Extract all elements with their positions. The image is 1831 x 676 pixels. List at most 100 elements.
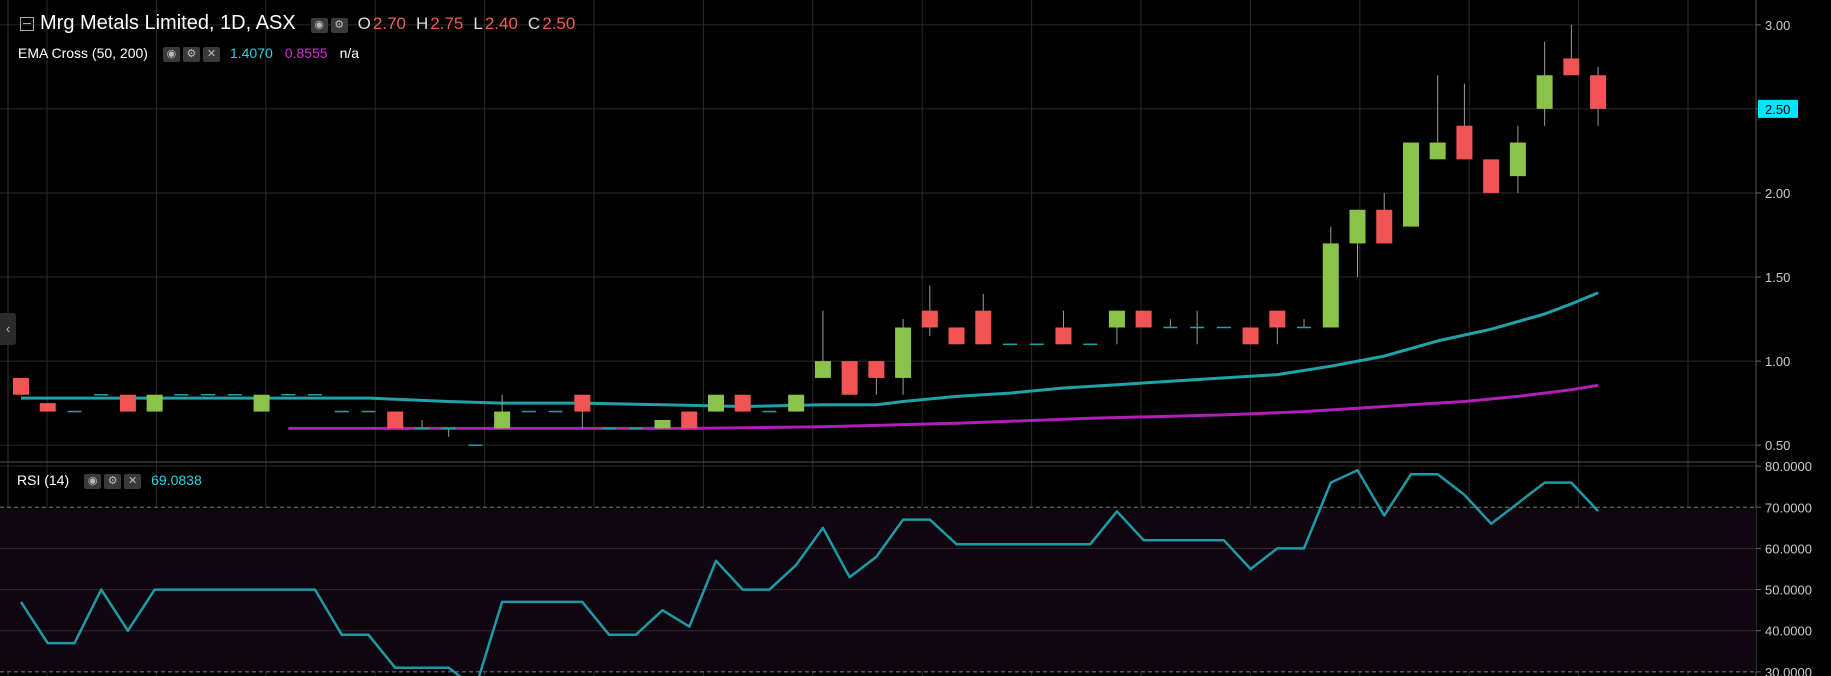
ema-na-value: n/a [339,45,360,61]
rsi-pane-grid [0,465,1756,673]
price-pane-grid [0,0,1757,676]
candle-body [39,403,56,412]
candle-body [1269,310,1286,328]
candle-body [387,411,404,429]
candle-body [1456,125,1473,160]
ema-legend: EMA Cross (50, 200) ◉ ⚙ ✕ 1.4070 0.8555 n/… [18,44,359,62]
candle-body [681,411,698,429]
collapse-icon[interactable] [20,16,34,31]
ema200-line [288,383,1599,430]
price-tick-label: 1.00 [1765,354,1790,369]
rsi-tick-label: 30.0000 [1765,665,1812,676]
candle [146,394,163,412]
candle-body [1483,159,1500,193]
rsi-layer [19,468,1600,676]
symbol-legend: Mrg Metals Limited, 1D, ASX ◉ ⚙ O 2.70 H 2.… [20,12,575,35]
last-price-tag [1758,99,1798,118]
ema50-layer [21,291,1599,408]
rsi-value: 69.0838 [151,472,202,488]
rsi-tick-label: 40.0000 [1765,624,1812,639]
candle [921,285,938,336]
candle [1135,310,1152,328]
candle [868,361,885,395]
ema200-layer [288,383,1599,430]
candle-body [1242,327,1259,345]
ema200-value: 0.8555 [284,45,328,61]
candle [253,394,270,412]
candle [119,394,136,412]
candle [1055,310,1072,345]
candle-body [1108,310,1125,328]
candle [975,293,992,345]
eye-icon[interactable]: ◉ [162,47,180,62]
candle-body [13,377,29,395]
candle-body [1055,327,1072,345]
candle-body [253,394,270,412]
candle-body [868,361,885,378]
side-panel-toggle[interactable]: ‹ [0,313,16,345]
candle [387,411,404,429]
candle-body [654,419,671,429]
candle-body [788,394,805,412]
candle-body [1322,243,1339,328]
candle [1402,142,1419,227]
rsi-axis[interactable]: 80.0000 70.0000 60.0000 50.0000 40.0000 30.00… [1756,459,1812,676]
candle-body [975,310,992,345]
candle [1590,66,1607,126]
rsi-tick-label: 80.0000 [1765,459,1812,474]
rsi-tick-label: 70.0000 [1765,500,1812,515]
candle [788,394,805,412]
candle [1269,310,1286,345]
ema50-value: 1.4070 [229,45,273,61]
candle [39,403,56,412]
candle [814,310,831,378]
rsi-tick-label: 60.0000 [1765,541,1812,556]
candle-body [814,361,831,378]
candle-body [1509,142,1526,177]
gear-icon[interactable]: ⚙ [104,474,122,489]
candle [681,411,698,429]
candle [1376,192,1393,244]
rsi-line [19,468,1600,676]
candle-body [921,310,938,328]
candle-body [895,327,912,378]
open-key: O [357,13,371,33]
candle [1509,125,1526,193]
candle [1349,209,1366,278]
close-icon[interactable]: ✕ [202,47,220,62]
low-key: L [473,13,483,33]
gear-icon[interactable]: ⚙ [182,47,200,62]
candle-body [494,411,511,429]
candle-body [574,394,591,412]
candle [707,394,724,412]
rsi-legend: RSI (14) ◉ ⚙ ✕ 69.0838 [17,471,202,489]
candle [1563,24,1580,76]
candle-body [146,394,163,412]
candle-body [1536,75,1553,109]
candle [1536,41,1553,126]
candles-layer [13,24,1607,446]
candle [1429,75,1446,160]
candle-body [1590,75,1607,109]
candle-body [1402,142,1419,227]
last-price-label: 2.50 [1765,102,1790,117]
gear-icon[interactable]: ⚙ [330,17,348,33]
candle [948,327,965,345]
rsi-legend-buttons: ◉ ⚙ ✕ [81,471,142,489]
ema-legend-name: EMA Cross (50, 200) [18,45,148,61]
candle [1190,310,1205,345]
candle [494,394,511,429]
symbol-title: Mrg Metals Limited, 1D, ASX [40,12,296,34]
eye-icon[interactable]: ◉ [84,474,102,489]
candle [574,394,591,429]
ema-legend-buttons: ◉ ⚙ ✕ [160,44,220,62]
candle-body [1563,58,1580,76]
close-icon[interactable]: ✕ [124,474,142,489]
price-tick-label: 3.00 [1765,18,1790,33]
eye-icon[interactable]: ◉ [310,17,328,33]
candle [1456,83,1473,160]
price-axis[interactable]: 3.002.502.001.501.000.502.50 [1756,18,1798,453]
price-tick-label: 2.00 [1765,186,1790,201]
candle [1108,310,1125,345]
